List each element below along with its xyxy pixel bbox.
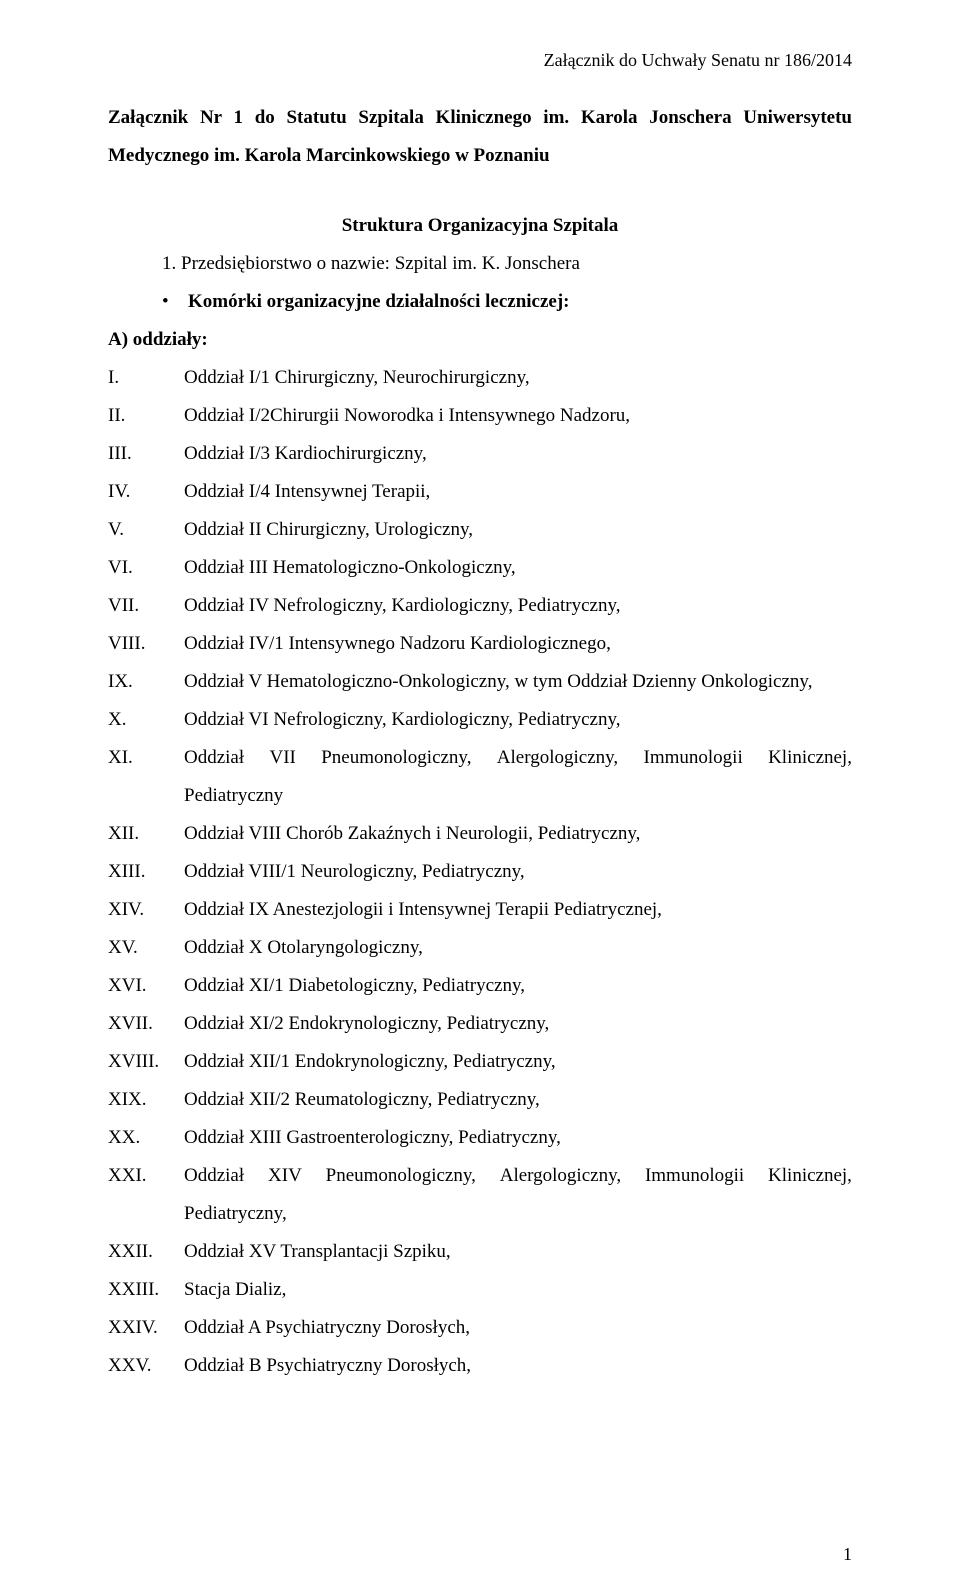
list-item-text: OddziałVIIPneumonologiczny,Alergologiczn… xyxy=(184,739,852,815)
ordered-list: I.Oddział I/1 Chirurgiczny, Neurochirurg… xyxy=(108,359,852,1385)
list-item: XXV.Oddział B Psychiatryczny Dorosłych, xyxy=(108,1347,852,1385)
list-item: XXII.Oddział XV Transplantacji Szpiku, xyxy=(108,1233,852,1271)
list-item-text: Oddział XIII Gastroenterologiczny, Pedia… xyxy=(184,1119,852,1157)
attachment-header: Załącznik do Uchwały Senatu nr 186/2014 xyxy=(108,50,852,71)
list-item: VIII.Oddział IV/1 Intensywnego Nadzoru K… xyxy=(108,625,852,663)
list-item-number: VII. xyxy=(108,587,184,625)
list-item-number: XVI. xyxy=(108,967,184,1005)
list-item-text: Oddział XI/1 Diabetologiczny, Pediatrycz… xyxy=(184,967,852,1005)
title-block: Załącznik Nr 1 do Statutu Szpitala Klini… xyxy=(108,99,852,175)
document-page: Załącznik do Uchwały Senatu nr 186/2014 … xyxy=(0,0,960,1593)
list-item-text: Oddział III Hematologiczno-Onkologiczny, xyxy=(184,549,852,587)
list-item-text: Oddział XII/1 Endokrynologiczny, Pediatr… xyxy=(184,1043,852,1081)
list-item: XII.Oddział VIII Chorób Zakaźnych i Neur… xyxy=(108,815,852,853)
list-item-text: Oddział XV Transplantacji Szpiku, xyxy=(184,1233,852,1271)
list-item: XVI.Oddział XI/1 Diabetologiczny, Pediat… xyxy=(108,967,852,1005)
list-item-text: OddziałXIVPneumonologiczny,Alergologiczn… xyxy=(184,1157,852,1233)
list-item-number: IX. xyxy=(108,663,184,701)
list-item-number: VI. xyxy=(108,549,184,587)
list-item: XV.Oddział X Otolaryngologiczny, xyxy=(108,929,852,967)
list-item-text: Oddział II Chirurgiczny, Urologiczny, xyxy=(184,511,852,549)
list-item-text: Oddział I/1 Chirurgiczny, Neurochirurgic… xyxy=(184,359,852,397)
list-item: XXIII.Stacja Dializ, xyxy=(108,1271,852,1309)
list-item-number: XIX. xyxy=(108,1081,184,1119)
list-item-text: Oddział B Psychiatryczny Dorosłych, xyxy=(184,1347,852,1385)
list-item-text: Oddział I/2Chirurgii Noworodka i Intensy… xyxy=(184,397,852,435)
list-item-number: V. xyxy=(108,511,184,549)
list-item-number: II. xyxy=(108,397,184,435)
page-number: 1 xyxy=(843,1544,852,1565)
list-item: XX.Oddział XIII Gastroenterologiczny, Pe… xyxy=(108,1119,852,1157)
bullet-line: Komórki organizacyjne działalności leczn… xyxy=(108,283,852,321)
list-item-text: Oddział I/4 Intensywnej Terapii, xyxy=(184,473,852,511)
list-item: II.Oddział I/2Chirurgii Noworodka i Inte… xyxy=(108,397,852,435)
list-item-text: Oddział X Otolaryngologiczny, xyxy=(184,929,852,967)
list-item: XXIV.Oddział A Psychiatryczny Dorosłych, xyxy=(108,1309,852,1347)
section-a-lead: A) oddziały: xyxy=(108,321,852,359)
list-item-number: XXV. xyxy=(108,1347,184,1385)
list-item-number: I. xyxy=(108,359,184,397)
bullet-text: Komórki organizacyjne działalności leczn… xyxy=(188,291,570,312)
list-item: I.Oddział I/1 Chirurgiczny, Neurochirurg… xyxy=(108,359,852,397)
list-item-text: Oddział VI Nefrologiczny, Kardiologiczny… xyxy=(184,701,852,739)
list-item-number: XXIII. xyxy=(108,1271,184,1309)
list-item-text: Oddział VIII Chorób Zakaźnych i Neurolog… xyxy=(184,815,852,853)
structure-title: Struktura Organizacyjna Szpitala xyxy=(108,215,852,237)
list-item: V.Oddział II Chirurgiczny, Urologiczny, xyxy=(108,511,852,549)
list-item: X.Oddział VI Nefrologiczny, Kardiologicz… xyxy=(108,701,852,739)
list-item-text: Stacja Dializ, xyxy=(184,1271,852,1309)
list-item: IX.Oddział V Hematologiczno-Onkologiczny… xyxy=(108,663,852,701)
list-item: XVII.Oddział XI/2 Endokrynologiczny, Ped… xyxy=(108,1005,852,1043)
list-item-number: X. xyxy=(108,701,184,739)
list-item-text: Oddział I/3 Kardiochirurgiczny, xyxy=(184,435,852,473)
list-item-text: Oddział XI/2 Endokrynologiczny, Pediatry… xyxy=(184,1005,852,1043)
list-item-number: XI. xyxy=(108,739,184,777)
list-item-number: XIII. xyxy=(108,853,184,891)
list-item-text: Oddział VIII/1 Neurologiczny, Pediatrycz… xyxy=(184,853,852,891)
list-item-number: XXIV. xyxy=(108,1309,184,1347)
list-item: XI.OddziałVIIPneumonologiczny,Alergologi… xyxy=(108,739,852,815)
list-item-number: VIII. xyxy=(108,625,184,663)
list-item: XIV.Oddział IX Anestezjologii i Intensyw… xyxy=(108,891,852,929)
list-item-number: XVII. xyxy=(108,1005,184,1043)
list-item: III.Oddział I/3 Kardiochirurgiczny, xyxy=(108,435,852,473)
list-item-number: XXI. xyxy=(108,1157,184,1195)
list-item: XVIII.Oddział XII/1 Endokrynologiczny, P… xyxy=(108,1043,852,1081)
list-item: IV.Oddział I/4 Intensywnej Terapii, xyxy=(108,473,852,511)
list-item-number: XII. xyxy=(108,815,184,853)
list-item-number: XXII. xyxy=(108,1233,184,1271)
list-item-number: XX. xyxy=(108,1119,184,1157)
list-item: VII.Oddział IV Nefrologiczny, Kardiologi… xyxy=(108,587,852,625)
list-item-number: XV. xyxy=(108,929,184,967)
list-item-number: IV. xyxy=(108,473,184,511)
list-item: XIII.Oddział VIII/1 Neurologiczny, Pedia… xyxy=(108,853,852,891)
list-item-text: Oddział IV Nefrologiczny, Kardiologiczny… xyxy=(184,587,852,625)
list-item-text: Oddział XII/2 Reumatologiczny, Pediatryc… xyxy=(184,1081,852,1119)
list-item-number: XVIII. xyxy=(108,1043,184,1081)
list-item-number: XIV. xyxy=(108,891,184,929)
list-item-text: Oddział IX Anestezjologii i Intensywnej … xyxy=(184,891,852,929)
list-item: VI.Oddział III Hematologiczno-Onkologicz… xyxy=(108,549,852,587)
list-item: XIX.Oddział XII/2 Reumatologiczny, Pedia… xyxy=(108,1081,852,1119)
list-item-text: Oddział A Psychiatryczny Dorosłych, xyxy=(184,1309,852,1347)
list-item-number: III. xyxy=(108,435,184,473)
enterprise-line: 1. Przedsiębiorstwo o nazwie: Szpital im… xyxy=(108,245,852,283)
list-item-text: Oddział IV/1 Intensywnego Nadzoru Kardio… xyxy=(184,625,852,663)
list-item: XXI.OddziałXIVPneumonologiczny,Alergolog… xyxy=(108,1157,852,1233)
list-item-text: Oddział V Hematologiczno-Onkologiczny, w… xyxy=(184,663,852,701)
